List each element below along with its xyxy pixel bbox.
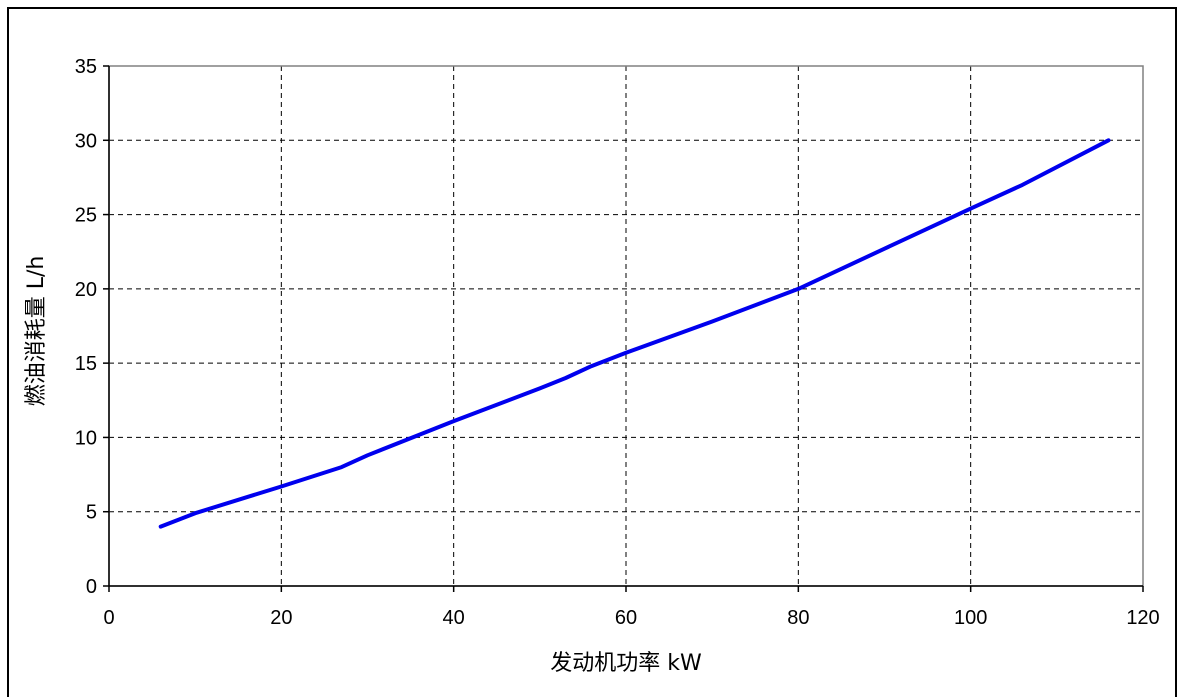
y-tick-label: 25 [75,205,97,227]
y-tick-label: 15 [75,353,97,375]
y-tick-label: 10 [75,427,97,449]
series-line-0 [158,138,1111,529]
y-axis-label: 燃油消耗量 L/h [24,256,49,407]
axes [103,65,1144,592]
x-tick-label: 40 [443,607,465,629]
x-tick-labels: 0 20 40 60 80 100 120 [103,607,1159,629]
series-layer [158,138,1111,529]
x-tick-label: 80 [787,607,809,629]
x-tick-label: 20 [270,607,292,629]
y-tick-labels: 0 5 10 15 20 25 30 35 [75,56,97,598]
x-tick-label: 60 [615,607,637,629]
y-tick-label: 20 [75,279,97,301]
y-tick-label: 35 [75,56,97,78]
x-tick-label: 100 [954,607,987,629]
y-tick-label: 5 [86,502,97,524]
x-tick-label: 0 [103,607,114,629]
chart-frame [7,7,1177,697]
y-tick-label: 30 [75,130,97,152]
x-tick-label: 120 [1126,607,1159,629]
y-tick-label: 0 [86,576,97,598]
grid-lines [109,66,1143,586]
x-axis-label: 发动机功率 kW [550,651,702,676]
